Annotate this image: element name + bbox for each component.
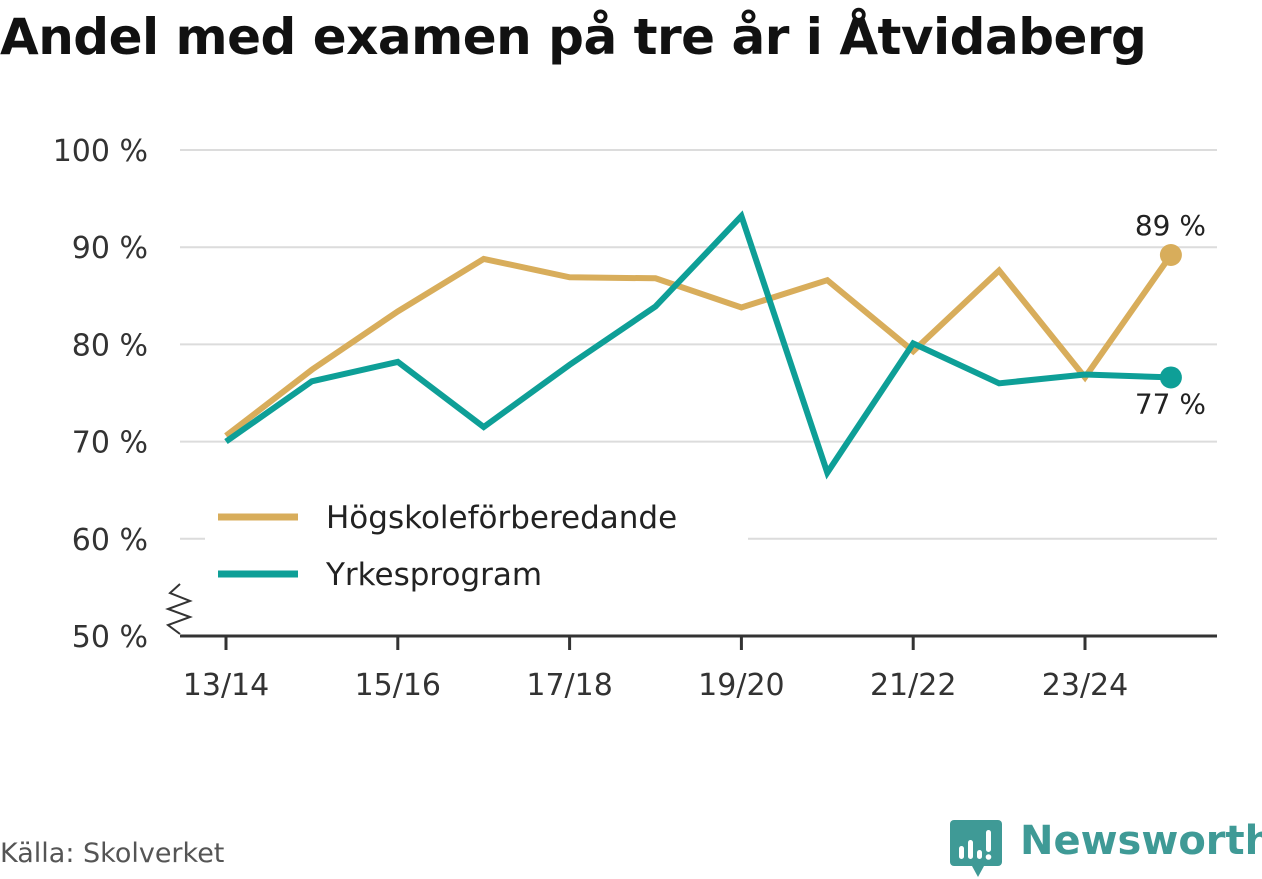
series-end-point-0 bbox=[1159, 243, 1182, 266]
source-note: Källa: Skolverket bbox=[0, 838, 225, 869]
x-tick-label-21/22: 21/22 bbox=[870, 668, 956, 703]
x-axis-tick-labels: 13/14 15/16 17/18 19/20 21/22 23/24 bbox=[183, 668, 1128, 703]
y-axis-break bbox=[165, 583, 193, 635]
end-label-1: 77 % bbox=[1135, 387, 1206, 420]
y-tick-label-50: 50 % bbox=[72, 620, 148, 655]
y-tick-label-100: 100 % bbox=[53, 134, 148, 169]
x-tick-label-23/24: 23/24 bbox=[1042, 668, 1128, 703]
x-tick-label-13/14: 13/14 bbox=[183, 668, 269, 703]
series-line-1 bbox=[224, 210, 1172, 480]
series-lines bbox=[224, 210, 1182, 480]
series-end-point-1 bbox=[1159, 366, 1182, 389]
y-tick-label-70: 70 % bbox=[72, 426, 148, 461]
chart-title: Andel med examen på tre år i Åtvidaberg bbox=[0, 8, 1147, 66]
end-label-0: 89 % bbox=[1135, 209, 1206, 242]
legend: Högskoleförberedande Yrkesprogram bbox=[205, 488, 748, 600]
newsworthy-chart-bubble-icon bbox=[950, 820, 1002, 877]
brand-name: Newsworthy bbox=[1020, 818, 1262, 864]
y-tick-label-60: 60 % bbox=[72, 523, 148, 558]
brand: Newsworthy bbox=[950, 818, 1262, 878]
x-tick-label-17/18: 17/18 bbox=[526, 668, 612, 703]
x-tick-label-15/16: 15/16 bbox=[355, 668, 441, 703]
x-axis bbox=[165, 583, 1217, 650]
y-tick-label-80: 80 % bbox=[72, 328, 148, 363]
legend-label-1: Yrkesprogram bbox=[325, 557, 542, 593]
legend-label-0: Högskoleförberedande bbox=[326, 500, 677, 536]
end-labels: 89 % 77 % bbox=[1135, 209, 1206, 420]
x-tick-label-19/20: 19/20 bbox=[698, 668, 784, 703]
series-line-0 bbox=[224, 253, 1174, 439]
y-tick-label-90: 90 % bbox=[72, 231, 148, 266]
legend-background bbox=[205, 488, 748, 600]
y-axis-tick-labels: 50 % 60 % 70 % 80 % 90 % 100 % bbox=[53, 134, 148, 655]
